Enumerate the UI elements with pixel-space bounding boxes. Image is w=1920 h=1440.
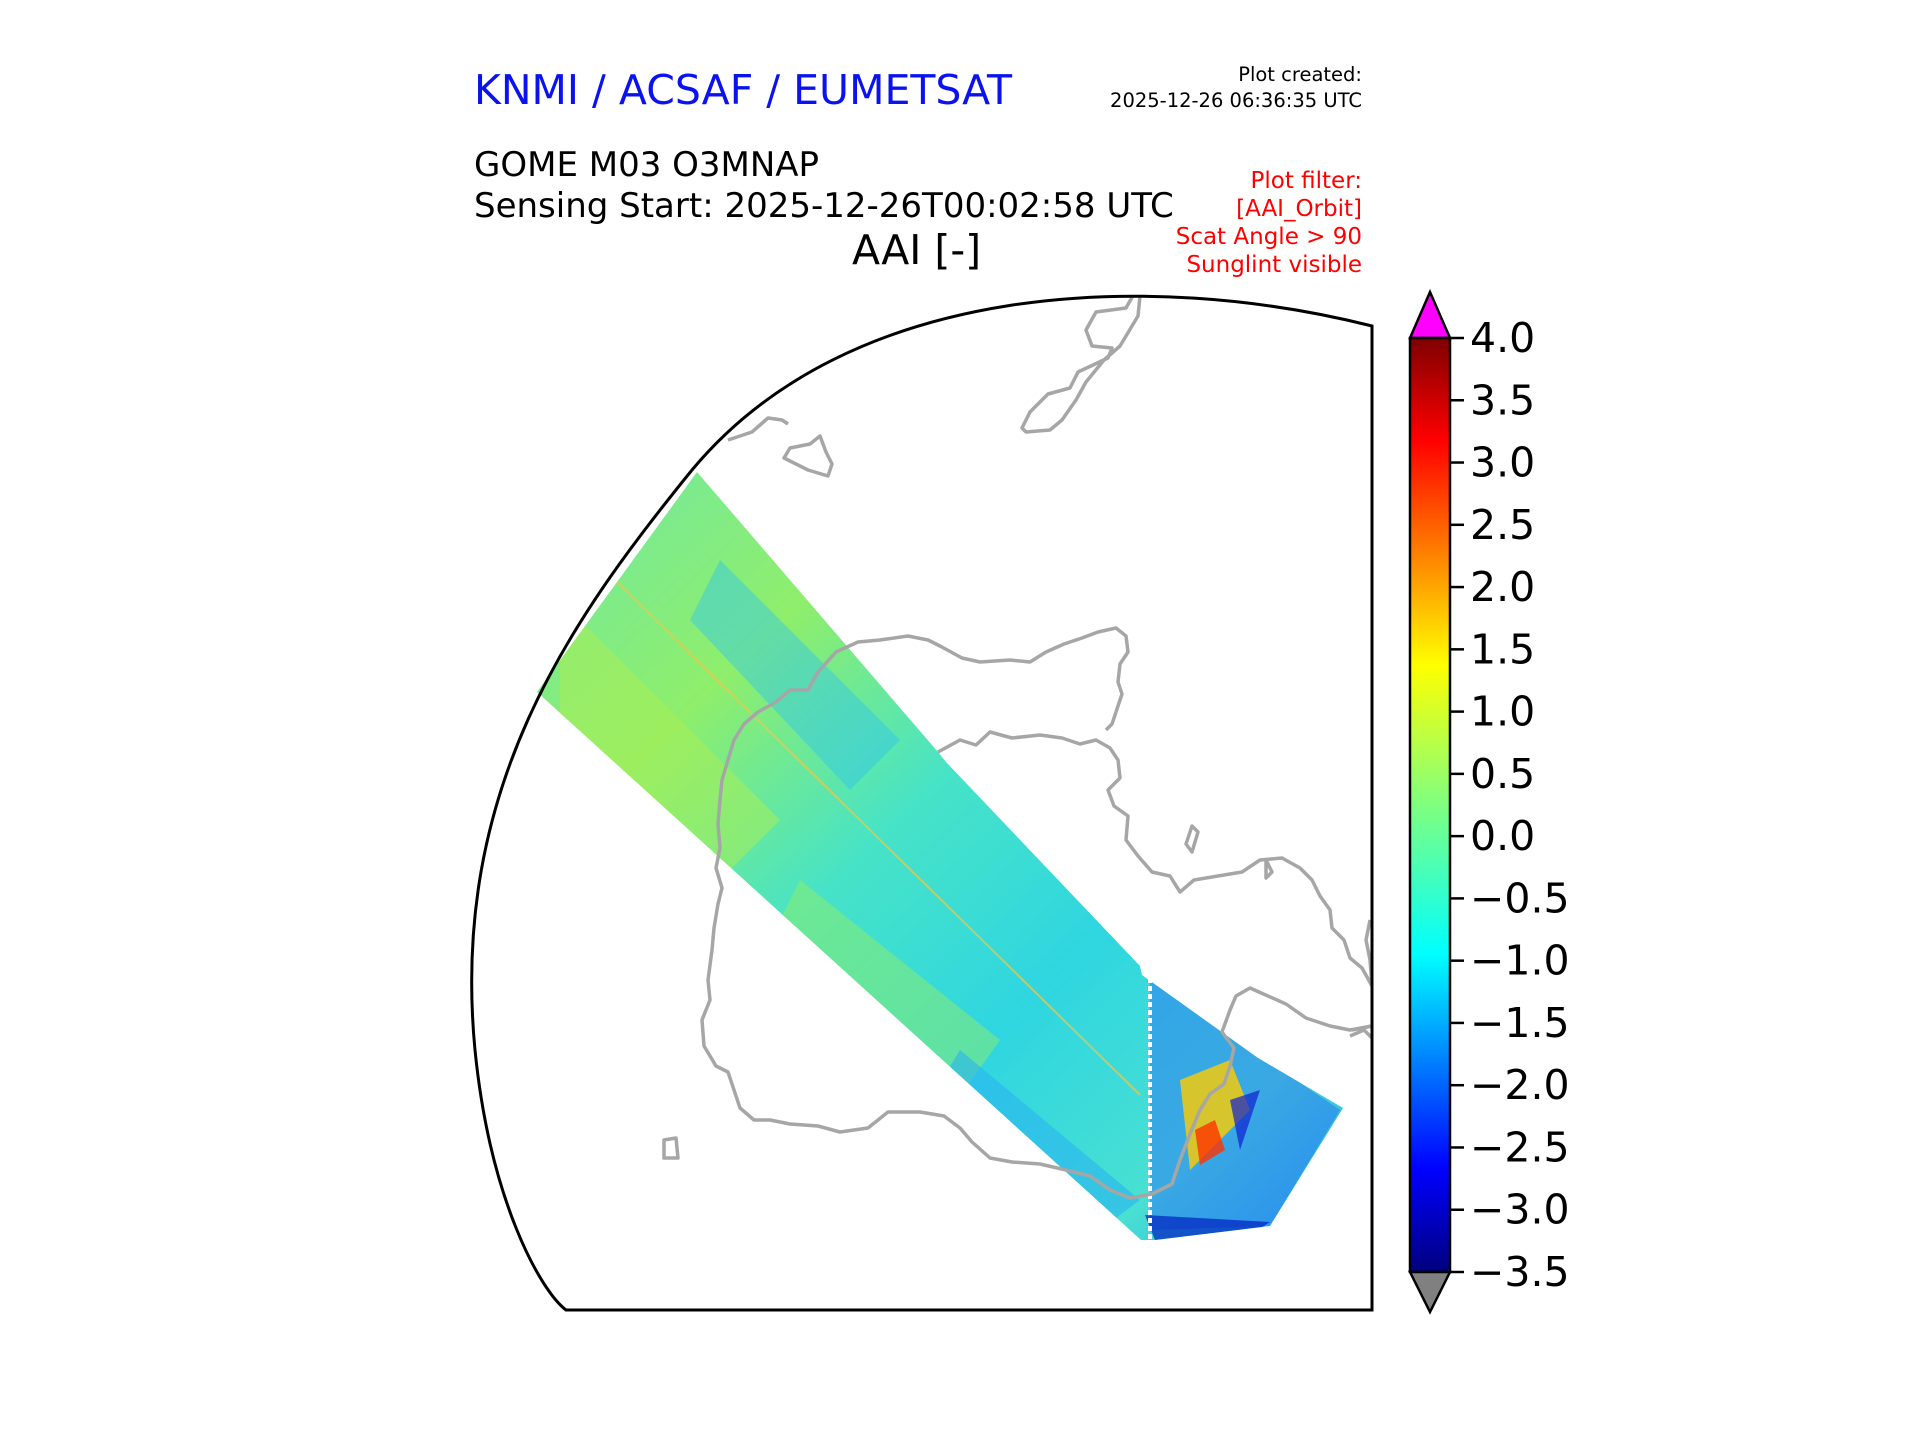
colorbar-tick-label: −2.5 <box>1470 1123 1570 1171</box>
colorbar-tick-label: 3.0 <box>1470 439 1535 487</box>
variable-title: AAI [-] <box>852 226 982 274</box>
colorbar-over-extension <box>1408 288 1452 340</box>
coastline-island <box>662 1136 680 1160</box>
colorbar-tick-label: 3.5 <box>1470 376 1535 424</box>
colorbar-tick-label: −1.0 <box>1470 937 1570 985</box>
colorbar-tick-label: −0.5 <box>1470 874 1570 922</box>
agency-title: KNMI / ACSAF / EUMETSAT <box>474 66 1013 114</box>
colorbar-tick-label: 1.5 <box>1470 625 1535 673</box>
filter-line: Plot filter: <box>1250 168 1362 194</box>
swath-texture <box>560 560 1340 1240</box>
colorbar-gradient <box>1408 336 1452 1274</box>
map-boundary <box>470 294 1374 1312</box>
colorbar-ticks: 4.0 3.5 3.0 2.5 2.0 1.5 1.0 0.5 0.0 −0.5 −1.0 −1.5 −… <box>1450 314 1570 1296</box>
colorbar-tick-label: −3.5 <box>1470 1248 1570 1296</box>
coastline-island <box>1184 824 1200 854</box>
filter-line: [AAI_Orbit] <box>1236 196 1362 222</box>
swath-fill <box>537 472 1343 1240</box>
satellite-swath <box>537 472 1343 1240</box>
coastline-tasmania <box>782 434 834 478</box>
colorbar: 4.0 3.5 3.0 2.5 2.0 1.5 1.0 0.5 0.0 −0.5 −1.0 −1.5 −… <box>1407 288 1570 1315</box>
plot-created-label: Plot created: <box>1238 63 1362 86</box>
sensing-start: Sensing Start: 2025-12-26T00:02:58 UTC <box>474 186 1174 226</box>
coastlines <box>662 296 1372 1200</box>
colorbar-tick-label: 4.0 <box>1470 314 1535 362</box>
coastline-island <box>1349 1028 1372 1040</box>
plot-created-timestamp: 2025-12-26 06:36:35 UTC <box>1110 89 1362 112</box>
colorbar-tick-label: 0.0 <box>1470 812 1535 860</box>
colorbar-tick-label: 2.5 <box>1470 501 1535 549</box>
colorbar-tick-label: 2.0 <box>1470 563 1535 611</box>
coastline-peninsula <box>1351 919 1372 1032</box>
colorbar-tick-label: 0.5 <box>1470 750 1535 798</box>
coastline-island <box>1264 858 1274 880</box>
filter-line: Scat Angle > 90 <box>1175 224 1362 250</box>
colorbar-tick-label: −2.0 <box>1470 1061 1570 1109</box>
product-title: GOME M03 O3MNAP <box>474 145 820 185</box>
coastline-antarctica <box>700 626 1372 1200</box>
filter-line: Sunglint visible <box>1186 252 1362 278</box>
colorbar-under-extension <box>1407 1270 1453 1315</box>
coastline-australia <box>727 416 789 442</box>
colorbar-tick-label: −3.0 <box>1470 1186 1570 1234</box>
coastline-new-zealand <box>1020 296 1142 434</box>
colorbar-tick-label: −1.5 <box>1470 999 1570 1047</box>
colorbar-tick-label: 1.0 <box>1470 688 1535 736</box>
